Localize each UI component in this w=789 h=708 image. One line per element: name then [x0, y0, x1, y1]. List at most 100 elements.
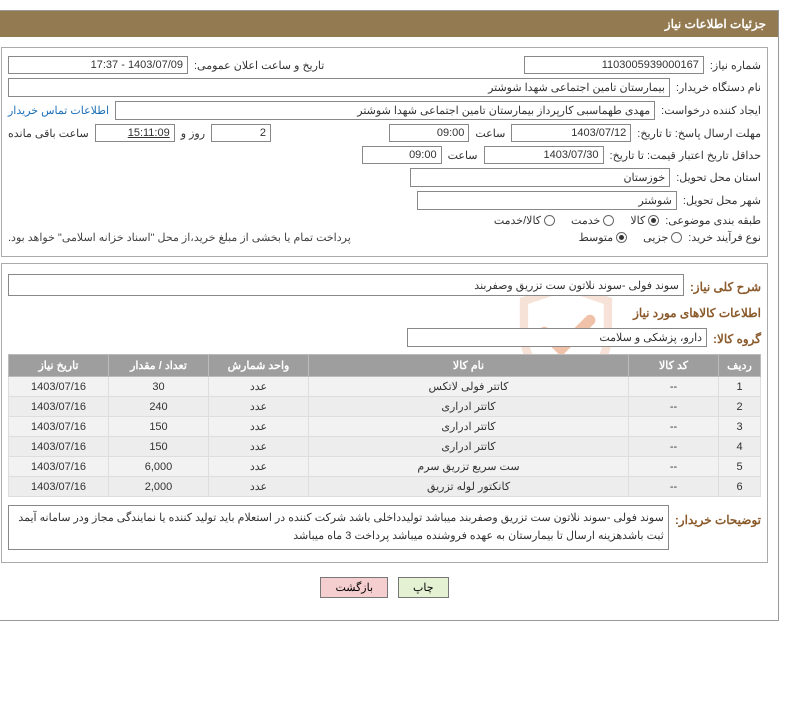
table-cell: کاتتر فولی لاتکس	[309, 377, 629, 397]
table-row: 1--کاتتر فولی لاتکسعدد301403/07/16	[9, 377, 761, 397]
table-cell: --	[629, 477, 719, 497]
table-cell: 1403/07/16	[9, 477, 109, 497]
table-cell: --	[629, 457, 719, 477]
radio-icon	[671, 232, 682, 243]
table-row: 5--ست سریع تزریق سرمعدد6,0001403/07/16	[9, 457, 761, 477]
buyer-org-label: نام دستگاه خریدار:	[676, 81, 761, 94]
category-opt3-label: کالا/خدمت	[494, 214, 541, 227]
table-row: 4--کاتتر ادراریعدد1501403/07/16	[9, 437, 761, 457]
overall-desc-field: سوند فولی -سوند نلاتون ست تزریق وصفربند	[8, 274, 684, 296]
remaining-label: ساعت باقی مانده	[8, 127, 89, 140]
buyer-notes-label: توضیحات خریدار:	[675, 513, 761, 527]
table-cell: عدد	[209, 457, 309, 477]
table-cell: ست سریع تزریق سرم	[309, 457, 629, 477]
goods-info-title: اطلاعات کالاهای مورد نیاز	[8, 306, 761, 320]
table-cell: 240	[109, 397, 209, 417]
table-cell: عدد	[209, 377, 309, 397]
table-cell: 6	[719, 477, 761, 497]
purchase-radio-group: جزیی متوسط	[579, 231, 683, 244]
price-time-field: 09:00	[362, 146, 442, 164]
hour-label-1: ساعت	[475, 127, 505, 140]
table-cell: 2	[719, 397, 761, 417]
table-cell: 2,000	[109, 477, 209, 497]
table-cell: 4	[719, 437, 761, 457]
requester-field: مهدی طهماسبی کارپرداز بیمارستان تامین اج…	[115, 101, 655, 120]
request-no-label: شماره نیاز:	[710, 59, 761, 72]
goods-info-box: شرح کلی نیاز: سوند فولی -سوند نلاتون ست …	[1, 263, 768, 563]
table-cell: کاتتر ادراری	[309, 437, 629, 457]
table-row: 3--کاتتر ادراریعدد1501403/07/16	[9, 417, 761, 437]
radio-icon	[648, 215, 659, 226]
overall-desc-label: شرح کلی نیاز:	[690, 280, 761, 294]
table-cell: 1	[719, 377, 761, 397]
resp-deadline-label: مهلت ارسال پاسخ: تا تاریخ:	[637, 127, 761, 140]
table-cell: کاتتر ادراری	[309, 417, 629, 437]
table-cell: عدد	[209, 417, 309, 437]
province-label: استان محل تحویل:	[676, 171, 761, 184]
th-unit: واحد شمارش	[209, 355, 309, 377]
purchase-opt1-label: جزیی	[643, 231, 668, 244]
city-field: شوشتر	[417, 191, 677, 210]
table-cell: 1403/07/16	[9, 417, 109, 437]
hour-label-2: ساعت	[448, 149, 478, 162]
th-row: ردیف	[719, 355, 761, 377]
announce-dt-field: 1403/07/09 - 17:37	[8, 56, 188, 74]
goods-group-field: دارو، پزشکی و سلامت	[407, 328, 707, 347]
table-cell: 1403/07/16	[9, 397, 109, 417]
resp-remaining-field: 15:11:09	[95, 124, 175, 142]
payment-note: پرداخت تمام یا بخشی از مبلغ خرید،از محل …	[8, 231, 351, 244]
buyer-contact-link[interactable]: اطلاعات تماس خریدار	[8, 104, 109, 117]
days-and-label: روز و	[181, 127, 205, 140]
category-opt1-label: کالا	[630, 214, 645, 227]
print-button[interactable]: چاپ	[398, 577, 449, 598]
table-row: 2--کاتتر ادراریعدد2401403/07/16	[9, 397, 761, 417]
table-cell: 30	[109, 377, 209, 397]
goods-group-label: گروه کالا:	[713, 332, 761, 346]
purchase-opt2[interactable]: متوسط	[579, 231, 628, 244]
price-validity-label: حداقل تاریخ اعتبار قیمت: تا تاریخ:	[610, 149, 761, 162]
table-cell: 6,000	[109, 457, 209, 477]
back-button[interactable]: بازگشت	[320, 577, 388, 598]
th-name: نام کالا	[309, 355, 629, 377]
resp-days-field: 2	[211, 124, 271, 142]
city-label: شهر محل تحویل:	[683, 194, 761, 207]
table-cell: 1403/07/16	[9, 457, 109, 477]
table-cell: --	[629, 397, 719, 417]
purchase-opt1[interactable]: جزیی	[643, 231, 682, 244]
buyer-org-field: بیمارستان تامین اجتماعی شهدا شوشتر	[8, 78, 670, 97]
radio-icon	[616, 232, 627, 243]
table-cell: کانکتور لوله تزریق	[309, 477, 629, 497]
header-info-box: شماره نیاز: 1103005939000167 تاریخ و ساع…	[1, 47, 768, 257]
radio-icon	[603, 215, 614, 226]
th-code: کد کالا	[629, 355, 719, 377]
table-cell: عدد	[209, 437, 309, 457]
table-cell: 1403/07/16	[9, 437, 109, 457]
th-date: تاریخ نیاز	[9, 355, 109, 377]
panel-title: جزئیات اطلاعات نیاز	[0, 11, 778, 37]
table-cell: 1403/07/16	[9, 377, 109, 397]
goods-table: ردیف کد کالا نام کالا واحد شمارش تعداد /…	[8, 354, 761, 497]
radio-icon	[544, 215, 555, 226]
category-opt3[interactable]: کالا/خدمت	[494, 214, 555, 227]
table-cell: 150	[109, 437, 209, 457]
category-opt2[interactable]: خدمت	[571, 214, 614, 227]
purchase-type-label: نوع فرآیند خرید:	[688, 231, 761, 244]
category-label: طبقه بندی موضوعی:	[665, 214, 761, 227]
footer-buttons: چاپ بازگشت	[1, 569, 768, 610]
request-no-field: 1103005939000167	[524, 56, 704, 74]
table-row: 6--کانکتور لوله تزریقعدد2,0001403/07/16	[9, 477, 761, 497]
table-cell: 3	[719, 417, 761, 437]
table-cell: عدد	[209, 397, 309, 417]
category-opt2-label: خدمت	[571, 214, 600, 227]
province-field: خوزستان	[410, 168, 670, 187]
table-cell: 150	[109, 417, 209, 437]
th-qty: تعداد / مقدار	[109, 355, 209, 377]
requester-label: ایجاد کننده درخواست:	[661, 104, 761, 117]
buyer-notes-field: سوند فولی -سوند نلاتون ست تزریق وصفربند …	[8, 505, 669, 550]
resp-time-field: 09:00	[389, 124, 469, 142]
table-cell: عدد	[209, 477, 309, 497]
announce-dt-label: تاریخ و ساعت اعلان عمومی:	[194, 59, 324, 72]
table-cell: --	[629, 437, 719, 457]
category-opt1[interactable]: کالا	[630, 214, 659, 227]
table-cell: --	[629, 377, 719, 397]
